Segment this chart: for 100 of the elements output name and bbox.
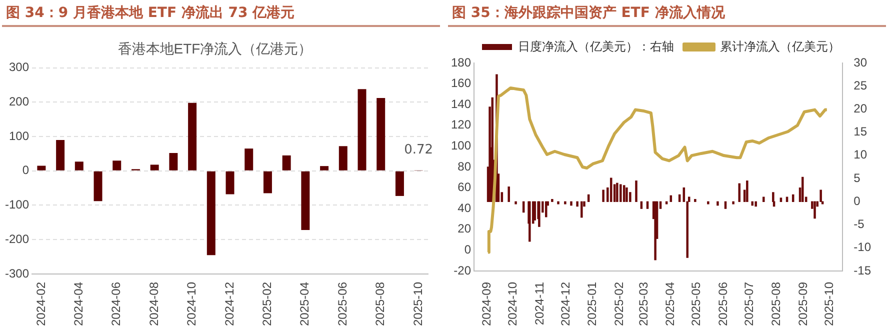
x-tick-label: 2025-06 [335,282,350,326]
x-tick-label: 2025-02 [612,282,626,326]
x-tick-label: 2025-01 [585,282,600,326]
x-tick-label: 2025-08 [768,282,783,326]
x-tick-label: 2025-02 [260,282,274,326]
y-tick-label: 40 [458,200,472,215]
x-tick-label: 2025-05 [689,282,704,326]
bar [188,102,197,170]
bar [564,201,566,204]
bar [534,201,536,220]
bar [56,140,65,170]
x-tick-label: 2025-09 [796,282,810,326]
y2-tick-label: 30 [854,55,868,70]
legend-label: 日度净流入（亿美元）：右轴 [518,39,674,54]
y2-tick-label: 15 [854,124,868,139]
bar [538,201,540,227]
bar [602,190,604,202]
bar [112,160,122,170]
bar [226,171,234,194]
bar [528,201,531,242]
x-tick-label: 2024-06 [109,282,124,326]
bar [576,201,578,207]
y2-tick-label: 0 [854,194,861,208]
bar [376,98,386,170]
x-tick-label: 2025-03 [636,282,650,326]
bar [786,196,788,202]
y2-tick-label: 20 [854,102,868,116]
bar [694,199,696,202]
y-tick-label: -20 [454,263,472,278]
bar [169,153,178,170]
x-tick-label: 2024-12 [222,282,236,326]
legend-label: 累计净流入（亿美元） [720,39,840,54]
chart-title: 图 34：9 月香港本地 ETF 净流出 73 亿港元 [2,2,440,27]
y2-tick-label: -10 [854,240,872,254]
bar [557,201,560,204]
bar [74,162,84,170]
y2-tick-label: 10 [854,148,868,162]
x-tick-label: 2025-07 [742,282,756,326]
x-tick-label: 2024-02 [34,282,48,326]
y2-tick-label: -5 [854,217,865,232]
y2-tick-label: 25 [854,78,868,92]
y2-tick-label: -15 [854,263,872,278]
x-tick-label: 2024-04 [71,282,86,326]
y-tick-label: 0 [464,242,472,256]
bar [150,164,159,170]
bar [301,171,310,230]
y-tick-label: 20 [458,222,472,236]
y-tick-label: 0 [22,163,30,178]
bar [635,180,638,202]
x-tick-label: 2025-04 [298,282,312,326]
x-tick-label: 2024-08 [146,282,161,326]
x-tick-label: 2024-09 [480,282,494,326]
bar [263,171,272,194]
x-tick-label: 2024-10 [184,282,199,326]
x-tick-label: 2025-08 [373,282,388,326]
y-tick-label: 200 [8,94,30,108]
chart-subtitle: 香港本地ETF净流入（亿港元） [118,40,312,56]
y-tick-label: 60 [458,180,472,194]
bar [654,201,656,260]
x-tick-label: 2024-11 [532,282,546,326]
bar [37,166,46,170]
bar [738,183,740,202]
y-tick-label: -300 [4,266,30,280]
chart-title: 图 35：海外跟踪中国资产 ETF 净流入情况 [448,2,886,27]
bar [338,146,348,170]
y-tick-label: -200 [4,232,30,246]
y-tick-label: 80 [458,159,472,174]
bar [395,171,404,196]
bar [244,148,254,170]
bar [358,89,366,170]
y-tick-label: -100 [4,198,30,212]
bar [732,201,734,204]
x-tick-label: 2025-10 [410,282,425,326]
bar [282,155,291,170]
x-tick-label: 2025-04 [663,282,678,326]
bar [754,201,757,207]
bar [707,201,710,204]
bar [814,201,816,219]
bar [746,180,748,202]
bar [801,176,804,202]
bar [616,182,618,202]
bar [570,201,572,206]
bar [626,187,628,202]
y-tick-label: 140 [450,96,472,111]
bar [762,196,765,202]
bar [320,166,329,170]
bar [514,201,517,204]
bar [716,201,719,206]
x-tick-label: 2024-12 [558,282,572,326]
bar [94,171,102,202]
y2-tick-label: 5 [854,170,861,185]
bar [780,198,782,202]
bar [751,201,754,206]
x-tick-label: 2025-06 [716,282,730,326]
bar [206,171,216,256]
bar [508,186,510,202]
y-tick-label: 300 [8,60,30,74]
bar [551,199,554,202]
y-tick-label: 180 [450,55,472,70]
y-tick-label: 100 [450,138,472,152]
